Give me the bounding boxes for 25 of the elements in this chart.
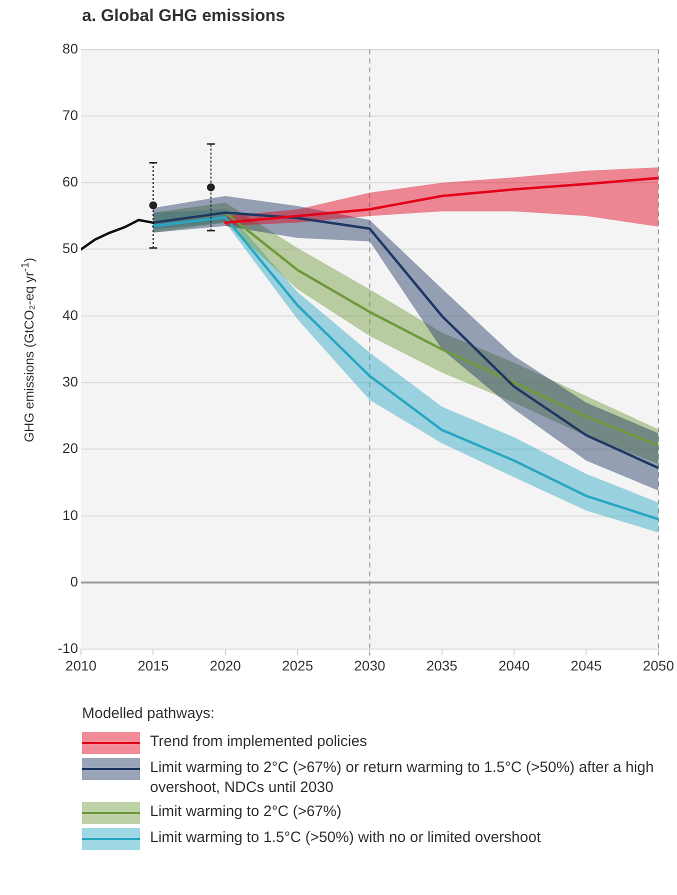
y-tick-label: 50 bbox=[62, 240, 78, 256]
x-tick-label: 2015 bbox=[138, 657, 169, 674]
legend-label: Limit warming to 2°C (>67%) bbox=[150, 802, 342, 822]
x-tick-label: 2030 bbox=[354, 657, 386, 674]
y-tick-label: 40 bbox=[62, 306, 78, 323]
y-tick-label: 60 bbox=[62, 174, 78, 190]
y-tick-label: 80 bbox=[62, 40, 78, 56]
x-tick-label: 2010 bbox=[65, 657, 97, 674]
legend-label: Trend from implemented policies bbox=[150, 732, 368, 752]
y-tick-label: 10 bbox=[62, 506, 78, 523]
legend-title: Modelled pathways: bbox=[82, 705, 216, 722]
x-tick-label: 2050 bbox=[642, 657, 674, 674]
y-tick-label: 70 bbox=[62, 106, 78, 123]
chart-title: a. Global GHG emissions bbox=[82, 6, 286, 26]
y-tick-label: 20 bbox=[62, 440, 78, 456]
x-tick-label: 2035 bbox=[426, 657, 458, 674]
y-tick-label: 30 bbox=[62, 373, 78, 390]
x-tick-label: 2045 bbox=[570, 657, 602, 674]
legend-label: Limit warming to 1.5°C (>50%) with no or limited overshoot bbox=[150, 828, 541, 848]
x-tick-label: 2020 bbox=[210, 657, 242, 674]
x-tick-label: 2025 bbox=[282, 657, 314, 674]
x-tick-label: 2040 bbox=[498, 657, 530, 674]
y-tick-label: 0 bbox=[70, 573, 78, 590]
y-tick-label: -10 bbox=[58, 640, 78, 656]
legend-label: Limit warming to 2°C (>67%) or return warming to 1.5°C (>50%) after a high overshoot, NDCs until 2030 bbox=[150, 758, 655, 798]
